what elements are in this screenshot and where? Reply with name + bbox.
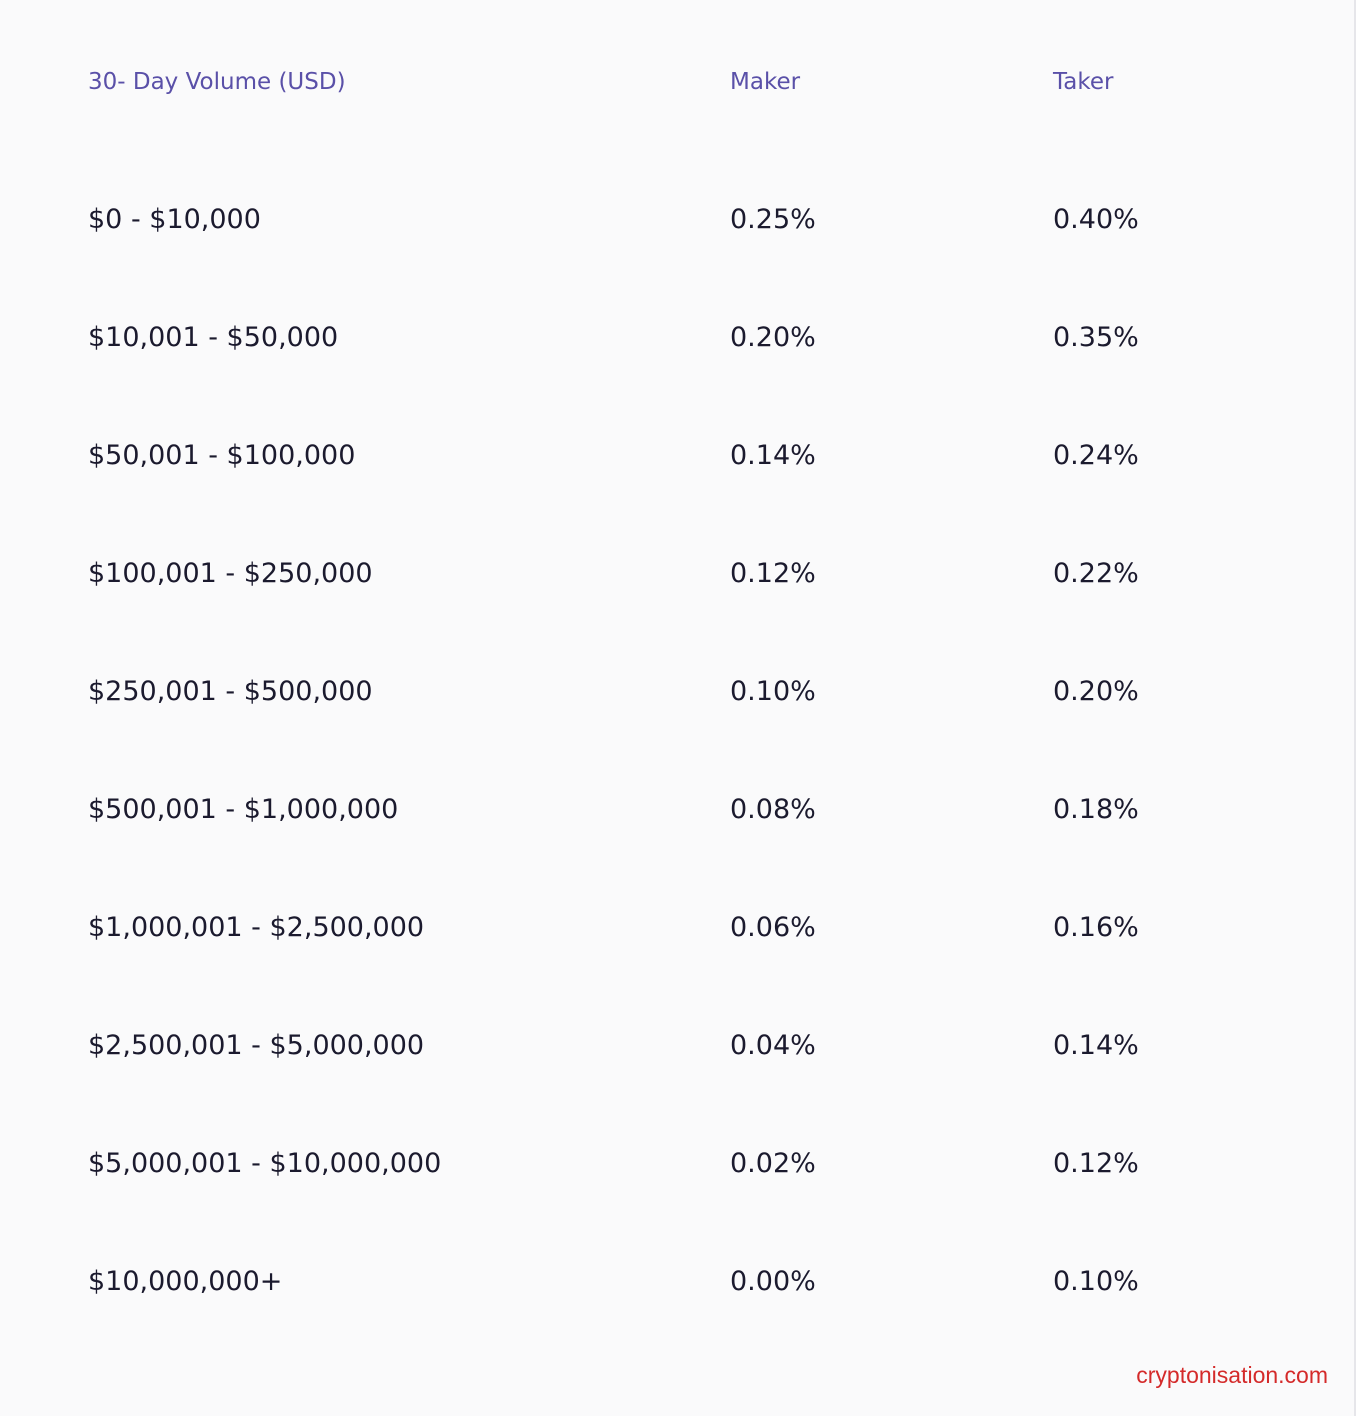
maker-fee-cell: 0.00% (730, 1266, 816, 1297)
taker-fee-cell: 0.24% (1053, 440, 1139, 471)
taker-fee-cell: 0.12% (1053, 1148, 1139, 1179)
taker-fee-cell: 0.16% (1053, 912, 1139, 943)
volume-cell: $10,000,000+ (88, 1266, 283, 1297)
maker-fee-cell: 0.06% (730, 912, 816, 943)
table-row: $100,001 - $250,000 0.12% 0.22% (0, 554, 1356, 594)
table-row: $0 - $10,000 0.25% 0.40% (0, 200, 1356, 240)
volume-cell: $100,001 - $250,000 (88, 558, 373, 589)
taker-fee-cell: 0.35% (1053, 322, 1139, 353)
volume-cell: $10,001 - $50,000 (88, 322, 339, 353)
right-edge-divider (1354, 0, 1356, 1416)
maker-fee-cell: 0.08% (730, 794, 816, 825)
header-volume: 30- Day Volume (USD) (88, 69, 346, 95)
volume-cell: $1,000,001 - $2,500,000 (88, 912, 425, 943)
table-row: $50,001 - $100,000 0.14% 0.24% (0, 436, 1356, 476)
volume-cell: $500,001 - $1,000,000 (88, 794, 399, 825)
header-taker: Taker (1053, 69, 1114, 95)
maker-fee-cell: 0.14% (730, 440, 816, 471)
table-row: $10,001 - $50,000 0.20% 0.35% (0, 318, 1356, 358)
taker-fee-cell: 0.40% (1053, 204, 1139, 235)
maker-fee-cell: 0.25% (730, 204, 816, 235)
table-row: $5,000,001 - $10,000,000 0.02% 0.12% (0, 1144, 1356, 1184)
taker-fee-cell: 0.22% (1053, 558, 1139, 589)
watermark-text: cryptonisation.com (1136, 1362, 1328, 1388)
header-maker: Maker (730, 69, 801, 95)
table-row: $500,001 - $1,000,000 0.08% 0.18% (0, 790, 1356, 830)
taker-fee-cell: 0.18% (1053, 794, 1139, 825)
maker-fee-cell: 0.04% (730, 1030, 816, 1061)
table-row: $1,000,001 - $2,500,000 0.06% 0.16% (0, 908, 1356, 948)
maker-fee-cell: 0.12% (730, 558, 816, 589)
table-row: $10,000,000+ 0.00% 0.10% (0, 1262, 1356, 1302)
volume-cell: $2,500,001 - $5,000,000 (88, 1030, 425, 1061)
volume-cell: $50,001 - $100,000 (88, 440, 356, 471)
volume-cell: $250,001 - $500,000 (88, 676, 373, 707)
volume-cell: $5,000,001 - $10,000,000 (88, 1148, 442, 1179)
taker-fee-cell: 0.14% (1053, 1030, 1139, 1061)
maker-fee-cell: 0.02% (730, 1148, 816, 1179)
maker-fee-cell: 0.10% (730, 676, 816, 707)
table-row: $250,001 - $500,000 0.10% 0.20% (0, 672, 1356, 712)
taker-fee-cell: 0.20% (1053, 676, 1139, 707)
volume-cell: $0 - $10,000 (88, 204, 261, 235)
maker-fee-cell: 0.20% (730, 322, 816, 353)
taker-fee-cell: 0.10% (1053, 1266, 1139, 1297)
table-row: $2,500,001 - $5,000,000 0.04% 0.14% (0, 1026, 1356, 1066)
